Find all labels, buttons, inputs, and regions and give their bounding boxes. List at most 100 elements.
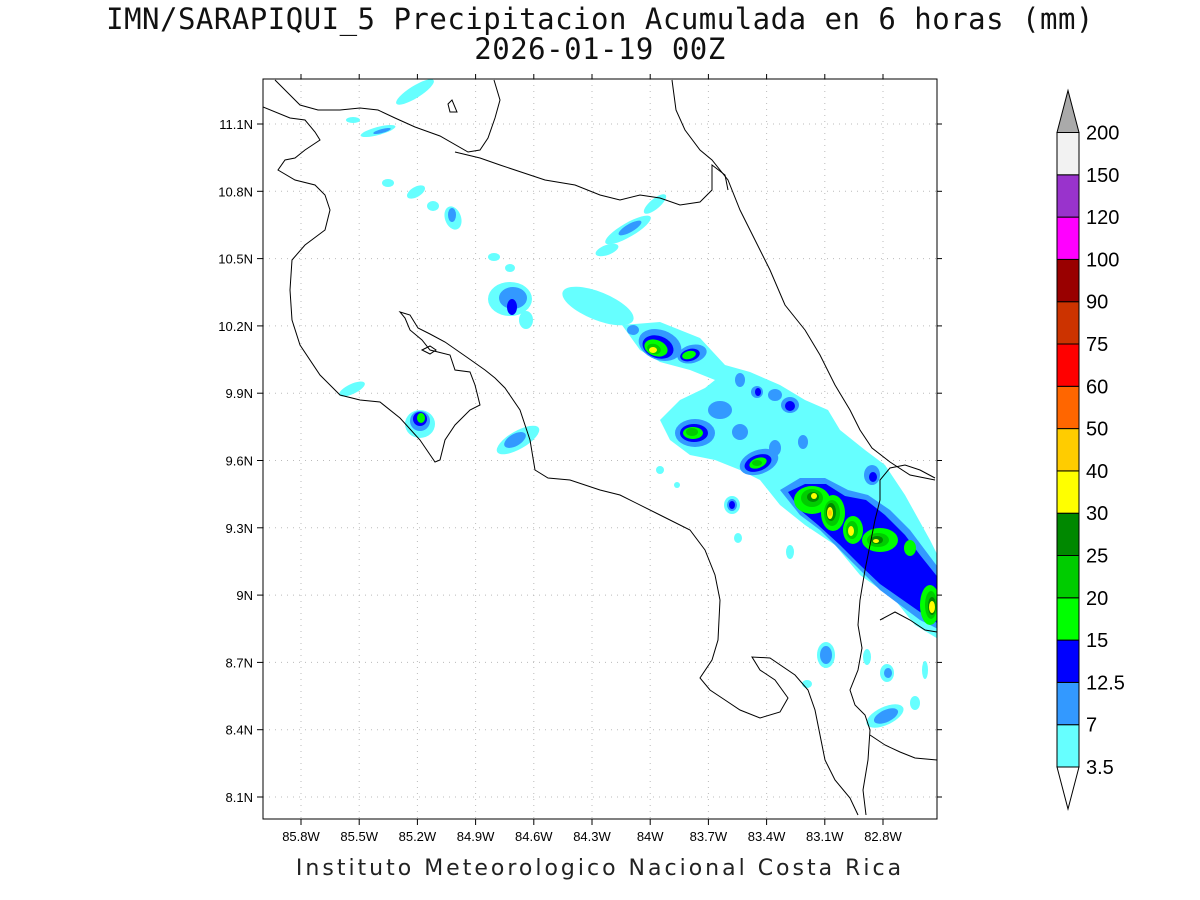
y-tick-label: 10.8N <box>218 184 253 199</box>
colorbar-swatch <box>1056 301 1080 345</box>
nicaragua-coast <box>263 106 859 816</box>
colorbar-swatch <box>1056 724 1080 768</box>
colorbar-swatch <box>1056 639 1080 683</box>
colorbar-swatch <box>1056 470 1080 514</box>
colorbar-label: 120 <box>1086 207 1119 229</box>
precip-area <box>828 510 832 516</box>
y-tick-label: 8.1N <box>226 790 253 805</box>
precip-area <box>373 127 391 135</box>
colorbar-label: 50 <box>1086 419 1108 441</box>
y-tick-label: 8.7N <box>226 655 253 670</box>
precipitation-field <box>339 79 937 728</box>
colorbar-swatch <box>1056 174 1080 218</box>
colorbar-label: 40 <box>1086 461 1108 483</box>
precip-area <box>929 601 935 613</box>
precip-area <box>618 220 642 236</box>
precip-area <box>848 526 854 536</box>
y-tick-label: 9.9N <box>226 386 253 401</box>
colorbar-swatch <box>1056 555 1080 599</box>
precip-area <box>643 194 667 214</box>
precip-area <box>382 179 394 187</box>
precip-area <box>488 253 500 261</box>
coastlines-borders <box>263 79 937 816</box>
precip-area <box>755 388 761 396</box>
precip-area <box>674 482 680 488</box>
x-tick-label: 84W <box>637 829 664 844</box>
precip-area <box>769 440 781 456</box>
precip-area <box>562 286 634 326</box>
caribbean-coast <box>671 79 936 481</box>
colorbar-swatch <box>1056 132 1080 176</box>
colorbar-label: 3.5 <box>1086 757 1114 779</box>
precip-area <box>873 539 879 543</box>
precip-area <box>346 117 360 123</box>
x-tick-label: 85.2W <box>399 829 437 844</box>
precip-area <box>448 208 456 222</box>
precip-area <box>708 401 732 419</box>
precip-area <box>798 435 808 449</box>
precip-area <box>884 668 892 678</box>
precip-area <box>519 311 533 329</box>
colorbar-label: 60 <box>1086 376 1108 398</box>
y-tick-label: 9.6N <box>226 454 253 469</box>
costa-rica-nicaragua-border <box>454 151 729 206</box>
colorbar-swatch <box>1056 258 1080 303</box>
y-tick-label: 8.4N <box>226 723 253 738</box>
panama-border <box>849 464 936 816</box>
precip-area <box>732 424 748 440</box>
x-tick-label: 84.6W <box>515 829 553 844</box>
precip-area <box>768 389 782 401</box>
x-tick-label: 82.8W <box>864 829 902 844</box>
colorbar-swatch <box>1056 385 1080 430</box>
precip-area <box>863 649 871 665</box>
colorbar-label: 75 <box>1086 334 1108 356</box>
y-tick-label: 9.3N <box>226 521 253 536</box>
panama-interior <box>879 611 937 633</box>
precip-area <box>820 646 832 664</box>
precip-area <box>339 381 365 397</box>
colorbar-over-arrow <box>1056 88 1080 133</box>
precip-area <box>656 466 664 474</box>
colorbar-swatch <box>1056 681 1080 726</box>
colorbar-label: 7 <box>1086 715 1097 737</box>
x-tick-label: 85.5W <box>340 829 378 844</box>
x-tick-label: 84.3W <box>573 829 611 844</box>
colorbar-label: 20 <box>1086 588 1108 610</box>
colorbar-swatch <box>1056 512 1080 557</box>
colorbar-swatch <box>1056 343 1080 387</box>
precip-area <box>922 661 928 679</box>
precip-area <box>649 347 657 353</box>
map-date: 2026-01-19 00Z <box>474 32 726 66</box>
colorbar: 3.5 7 12.5 15 20 25 30 40 50 60 75 90 100 120 150 200 <box>1056 88 1125 811</box>
map-title: IMN/SARAPIQUI_5 Precipitacion Acumulada … <box>106 2 1094 36</box>
colorbar-label: 200 <box>1086 123 1119 145</box>
footer-credit: Instituto Meteorologico Nacional Costa R… <box>295 856 905 881</box>
colorbar-label: 90 <box>1086 292 1108 314</box>
colorbar-swatch <box>1056 216 1080 260</box>
precip-area <box>869 472 877 482</box>
precip-area <box>873 708 899 724</box>
precip-area <box>811 493 817 499</box>
precip-area <box>406 185 426 199</box>
precip-area <box>785 401 795 411</box>
precip-area <box>802 680 812 688</box>
nicaragua-lake-shore <box>274 79 501 153</box>
precip-area <box>734 533 742 543</box>
precip-area <box>499 287 527 309</box>
precip-area <box>904 540 916 556</box>
precip-area <box>682 350 696 360</box>
y-tick-label: 10.2N <box>218 319 253 334</box>
y-tick-label: 11.1N <box>219 117 253 132</box>
precip-area <box>507 299 517 315</box>
precip-area <box>505 264 515 272</box>
precip-area <box>396 79 434 105</box>
precip-area <box>686 428 698 436</box>
x-tick-label: 83.1W <box>806 829 844 844</box>
precip-area <box>735 373 745 387</box>
precip-area <box>627 325 639 335</box>
precip-area <box>910 696 920 710</box>
island <box>420 345 437 355</box>
precip-area <box>504 432 526 448</box>
x-tick-label: 83.4W <box>748 829 786 844</box>
